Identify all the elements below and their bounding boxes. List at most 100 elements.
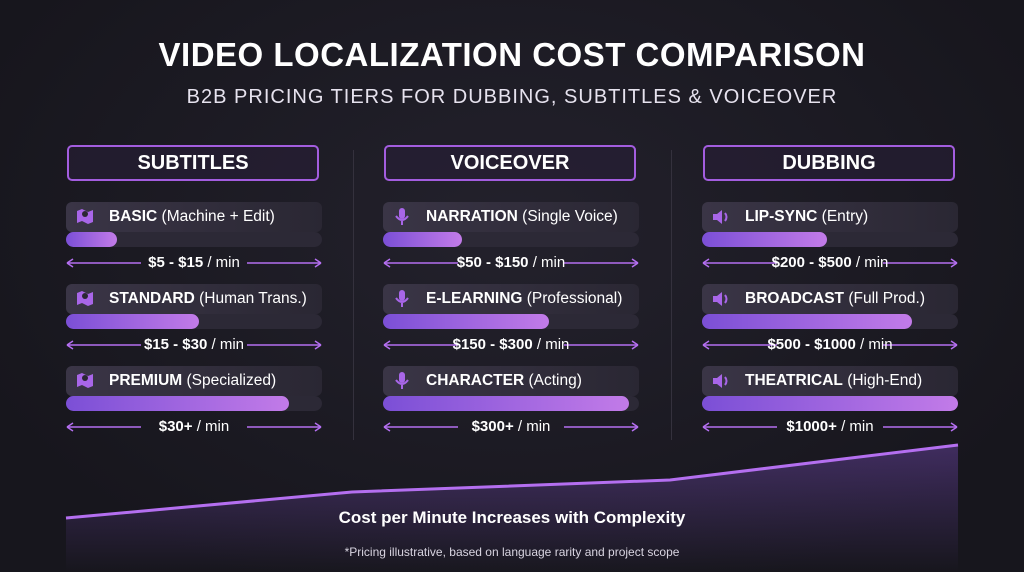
price-unit: / min bbox=[532, 254, 566, 271]
bar-fill bbox=[383, 314, 550, 329]
tier-detail: (Machine + Edit) bbox=[161, 208, 275, 225]
trend-caption: Cost per Minute Increases with Complexit… bbox=[338, 508, 686, 527]
bar-track bbox=[702, 232, 958, 247]
tier-name: E-LEARNING bbox=[426, 290, 523, 307]
bar-fill bbox=[383, 396, 629, 411]
range-arrow bbox=[66, 422, 322, 432]
tier-name: BASIC bbox=[109, 208, 158, 225]
bar-track bbox=[66, 396, 322, 411]
tier-detail: (Acting) bbox=[528, 372, 582, 389]
bar-fill bbox=[66, 314, 200, 329]
footnote: *Pricing illustrative, based on language… bbox=[344, 545, 680, 559]
price-range: $300+ bbox=[471, 418, 514, 435]
bar-fill bbox=[66, 232, 118, 247]
tier-price: $15 - $30 / min bbox=[66, 336, 322, 353]
bar-track bbox=[702, 396, 958, 411]
tier-name: PREMIUM bbox=[109, 372, 183, 389]
tier-icon bbox=[395, 208, 409, 225]
price-range: $200 - $500 bbox=[771, 254, 852, 271]
bar-track bbox=[66, 314, 322, 329]
tier-name: LIP-SYNC bbox=[745, 208, 818, 225]
tier-icon bbox=[77, 209, 93, 224]
price-range: $15 - $30 bbox=[143, 336, 208, 353]
tier-icon bbox=[395, 372, 409, 389]
column-heading: SUBTITLES bbox=[67, 145, 319, 181]
price-unit: / min bbox=[196, 418, 230, 435]
range-arrow bbox=[383, 340, 639, 350]
tier-name: NARRATION bbox=[426, 208, 518, 225]
tier-label: BASIC (Machine + Edit) bbox=[66, 202, 322, 232]
trend-line bbox=[65, 443, 959, 520]
bar-fill bbox=[66, 396, 289, 411]
tier-label: E-LEARNING (Professional) bbox=[383, 284, 639, 314]
divider bbox=[353, 150, 354, 440]
range-arrow bbox=[66, 258, 322, 268]
tier-icon bbox=[77, 291, 93, 306]
column-heading: DUBBING bbox=[703, 145, 955, 181]
bar-track bbox=[383, 314, 639, 329]
range-arrow bbox=[383, 258, 639, 268]
tier-detail: (High-End) bbox=[847, 372, 923, 389]
range-arrow bbox=[66, 340, 322, 350]
price-unit: / min bbox=[207, 254, 240, 271]
price-unit: / min bbox=[211, 336, 245, 353]
bar-track bbox=[383, 396, 639, 411]
tier-price: $500 - $1000 / min bbox=[702, 336, 958, 353]
tier-price: $200 - $500 / min bbox=[702, 254, 958, 271]
tier-icon bbox=[713, 210, 728, 224]
bar-fill bbox=[702, 314, 912, 329]
tier-detail: (Professional) bbox=[526, 290, 623, 307]
price-range: $50 - $150 bbox=[456, 254, 529, 271]
tier-price: $5 - $15 / min bbox=[66, 254, 322, 271]
tier-icon bbox=[713, 292, 728, 306]
tier-icon bbox=[713, 374, 728, 388]
price-unit: / min bbox=[536, 336, 570, 353]
bar-track bbox=[383, 232, 639, 247]
tier-detail: (Full Prod.) bbox=[848, 290, 925, 307]
tier-price: $1000+ / min bbox=[702, 418, 958, 435]
price-range: $500 - $1000 bbox=[767, 336, 856, 353]
column-heading: VOICEOVER bbox=[384, 145, 636, 181]
tier-price: $50 - $150 / min bbox=[383, 254, 639, 271]
tier-name: CHARACTER bbox=[426, 372, 525, 389]
bar-fill bbox=[702, 232, 828, 247]
price-unit: / min bbox=[841, 418, 874, 435]
tier-detail: (Single Voice) bbox=[522, 208, 618, 225]
tier-label: PREMIUM (Specialized) bbox=[66, 366, 322, 396]
price-range: $5 - $15 bbox=[148, 254, 204, 271]
price-range: $30+ bbox=[158, 418, 193, 435]
divider bbox=[671, 150, 672, 440]
range-arrow bbox=[383, 422, 639, 432]
bar-track bbox=[702, 314, 958, 329]
subtitle: B2B PRICING TIERS FOR DUBBING, SUBTITLES… bbox=[186, 86, 838, 108]
price-unit: / min bbox=[855, 254, 889, 271]
tier-icon bbox=[395, 290, 409, 307]
tier-price: $300+ / min bbox=[383, 418, 639, 435]
tier-label: STANDARD (Human Trans.) bbox=[66, 284, 322, 314]
tier-detail: (Entry) bbox=[821, 208, 869, 225]
tier-name: BROADCAST bbox=[745, 290, 845, 307]
tier-label: CHARACTER (Acting) bbox=[383, 366, 639, 396]
bar-track bbox=[66, 232, 322, 247]
tier-detail: (Specialized) bbox=[186, 372, 277, 389]
price-unit: / min bbox=[517, 418, 551, 435]
title: VIDEO LOCALIZATION COST COMPARISON bbox=[158, 36, 866, 73]
trend-area bbox=[66, 445, 958, 572]
tier-name: THEATRICAL bbox=[745, 372, 843, 389]
tier-label: THEATRICAL (High-End) bbox=[702, 366, 958, 396]
range-arrow bbox=[702, 258, 958, 268]
bar-fill bbox=[383, 232, 463, 247]
price-range: $1000+ bbox=[786, 418, 837, 435]
range-arrow bbox=[702, 422, 958, 432]
tier-detail: (Human Trans.) bbox=[199, 290, 307, 307]
range-arrow bbox=[702, 340, 958, 350]
tier-name: STANDARD bbox=[109, 290, 195, 307]
price-range: $150 - $300 bbox=[452, 336, 533, 353]
tier-price: $150 - $300 / min bbox=[383, 336, 639, 353]
tier-price: $30+ / min bbox=[66, 418, 322, 435]
tier-label: BROADCAST (Full Prod.) bbox=[702, 284, 958, 314]
bar-fill bbox=[702, 396, 958, 411]
tier-label: NARRATION (Single Voice) bbox=[383, 202, 639, 232]
